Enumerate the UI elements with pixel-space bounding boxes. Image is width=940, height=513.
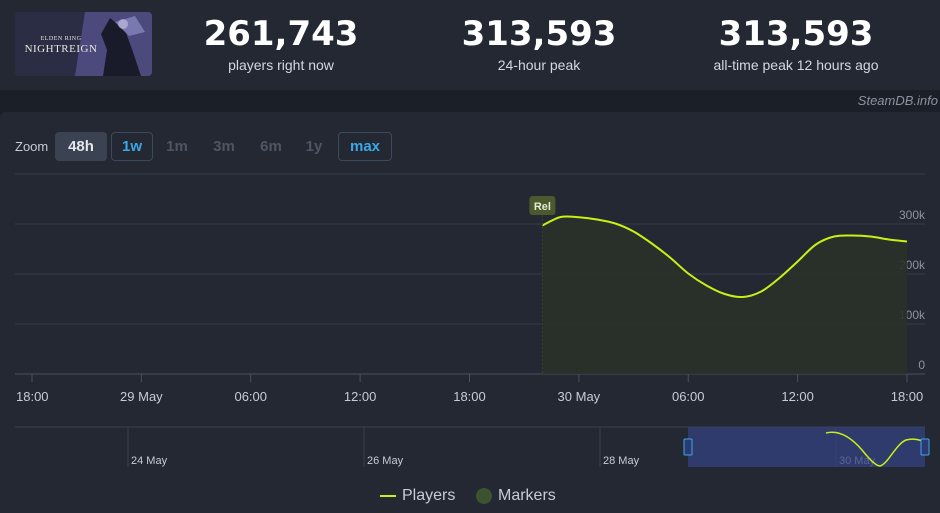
x-tick-label: 12:00 xyxy=(344,389,377,404)
markers-legend-swatch-icon xyxy=(476,488,492,504)
navigator-selection[interactable] xyxy=(688,427,925,467)
legend-item-markers[interactable]: Markers xyxy=(476,487,556,505)
legend-label: Markers xyxy=(498,487,556,504)
x-tick-label: 18:00 xyxy=(453,389,486,404)
x-axis: 18:00 29 May 06:00 12:00 18:00 30 May 06:00 12:… xyxy=(16,374,923,404)
stat-value: 313,593 xyxy=(461,14,617,54)
zoom-3m-button[interactable]: 3m xyxy=(213,138,235,155)
x-tick-label: 12:00 xyxy=(781,389,814,404)
x-tick-label: 30 May xyxy=(558,389,601,404)
logo-artwork-icon xyxy=(15,12,152,76)
players-series-line[interactable] xyxy=(541,215,908,299)
x-tick-label: 29 May xyxy=(120,389,163,404)
zoom-48h-button[interactable]: 48h xyxy=(55,132,107,161)
logo-line-2: NIGHTREIGN xyxy=(24,43,98,55)
marker-flag[interactable] xyxy=(529,196,556,215)
navigator-label: 28 May xyxy=(603,455,640,467)
stat-label: players right now xyxy=(228,57,334,73)
stat-label: all-time peak 12 hours ago xyxy=(713,57,879,73)
chart-series xyxy=(541,215,908,374)
stat-current-players: 261,743 players right now xyxy=(156,14,406,73)
stat-value: 261,743 xyxy=(203,14,359,54)
zoom-1m-button[interactable]: 1m xyxy=(166,138,188,155)
stat-label: 24-hour peak xyxy=(497,57,581,73)
stat-all-time-peak: 313,593 all-time peak 12 hours ago xyxy=(671,14,921,73)
navigator-series-line xyxy=(825,431,926,467)
x-tick-label: 18:00 xyxy=(891,389,924,404)
header-bar xyxy=(0,0,940,90)
stat-24h-peak: 313,593 24-hour peak xyxy=(414,14,664,73)
zoom-6m-button[interactable]: 6m xyxy=(260,138,282,155)
marker-label: Rel xyxy=(534,201,551,213)
x-tick-label: 18:00 xyxy=(16,389,49,404)
zoom-label: Zoom xyxy=(15,139,49,154)
zoom-1w-button[interactable]: 1w xyxy=(111,132,153,161)
chart-markers[interactable]: Rel xyxy=(529,196,556,374)
logo-wordmark: ELDEN RING NIGHTREIGN xyxy=(15,36,107,55)
navigator-left-handle-icon[interactable] xyxy=(683,438,693,456)
zoom-max-button[interactable]: max xyxy=(338,132,392,161)
logo-line-1: ELDEN RING xyxy=(40,36,82,42)
legend-label: Players xyxy=(402,487,456,504)
x-tick-label: 06:00 xyxy=(234,389,267,404)
y-tick-label: 300k xyxy=(899,208,926,222)
x-tick-label: 06:00 xyxy=(672,389,705,404)
players-legend-swatch-icon xyxy=(380,495,396,497)
zoom-1y-button[interactable]: 1y xyxy=(305,138,323,155)
game-logo[interactable]: ELDEN RING NIGHTREIGN xyxy=(15,12,152,76)
y-tick-label: 0 xyxy=(918,358,925,372)
navigator-right-handle-icon[interactable] xyxy=(920,438,930,456)
navigator-label: 24 May xyxy=(131,455,168,467)
navigator-label: 26 May xyxy=(367,455,404,467)
steamdb-credit-link[interactable]: SteamDB.info xyxy=(857,93,938,108)
stat-value: 313,593 xyxy=(718,14,874,54)
legend-item-players[interactable]: Players xyxy=(380,487,455,505)
players-area-fill xyxy=(542,216,907,374)
